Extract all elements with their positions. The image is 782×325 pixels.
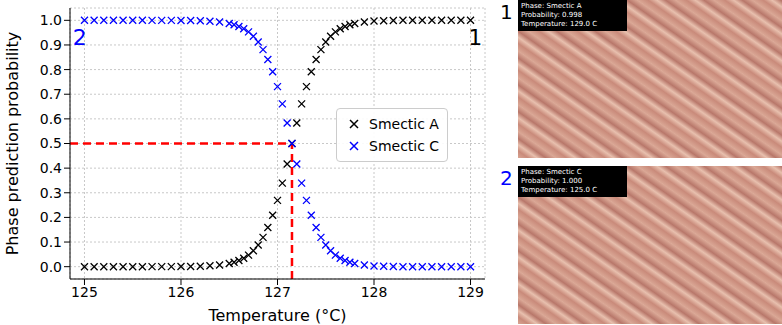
- svg-text:0.2: 0.2: [40, 209, 62, 225]
- svg-text:126: 126: [168, 284, 195, 300]
- svg-text:129: 129: [457, 284, 484, 300]
- svg-text:2: 2: [73, 25, 87, 50]
- svg-text:0.4: 0.4: [40, 160, 62, 176]
- html-text:Smectic C: Smectic C: [369, 138, 440, 154]
- svg-text:0.1: 0.1: [40, 234, 62, 250]
- html-text:Temperature: 125.0 C: Temperature: 125.0 C: [521, 186, 598, 194]
- html-text:2: 2: [500, 166, 513, 190]
- svg-text:Temperature (°C): Temperature (°C): [207, 306, 346, 325]
- html-text:Probability: 1.000: Probability: 1.000: [521, 177, 583, 185]
- html-text:Probability: 0.998: Probability: 0.998: [521, 11, 583, 19]
- svg-text:Phase prediction probability: Phase prediction probability: [3, 32, 22, 256]
- svg-text:0.8: 0.8: [40, 62, 62, 78]
- html-text:Phase: Smectic A: Phase: Smectic A: [521, 2, 582, 10]
- html-text:1: 1: [500, 0, 513, 24]
- svg-text:0.9: 0.9: [40, 37, 62, 53]
- svg-text:125: 125: [71, 284, 98, 300]
- svg-text:1: 1: [468, 25, 482, 50]
- svg-text:128: 128: [361, 284, 388, 300]
- svg-text:0.3: 0.3: [40, 185, 62, 201]
- html-text:Phase: Smectic C: Phase: Smectic C: [521, 168, 582, 176]
- svg-text:1.0: 1.0: [40, 12, 62, 28]
- svg-text:127: 127: [264, 284, 291, 300]
- svg-text:0.0: 0.0: [40, 259, 62, 275]
- html-text:Temperature: 129.0 C: Temperature: 129.0 C: [521, 20, 598, 28]
- svg-text:0.6: 0.6: [40, 111, 62, 127]
- html-text:Smectic A: Smectic A: [369, 116, 439, 132]
- svg-text:0.5: 0.5: [40, 135, 62, 151]
- svg-text:0.7: 0.7: [40, 86, 62, 102]
